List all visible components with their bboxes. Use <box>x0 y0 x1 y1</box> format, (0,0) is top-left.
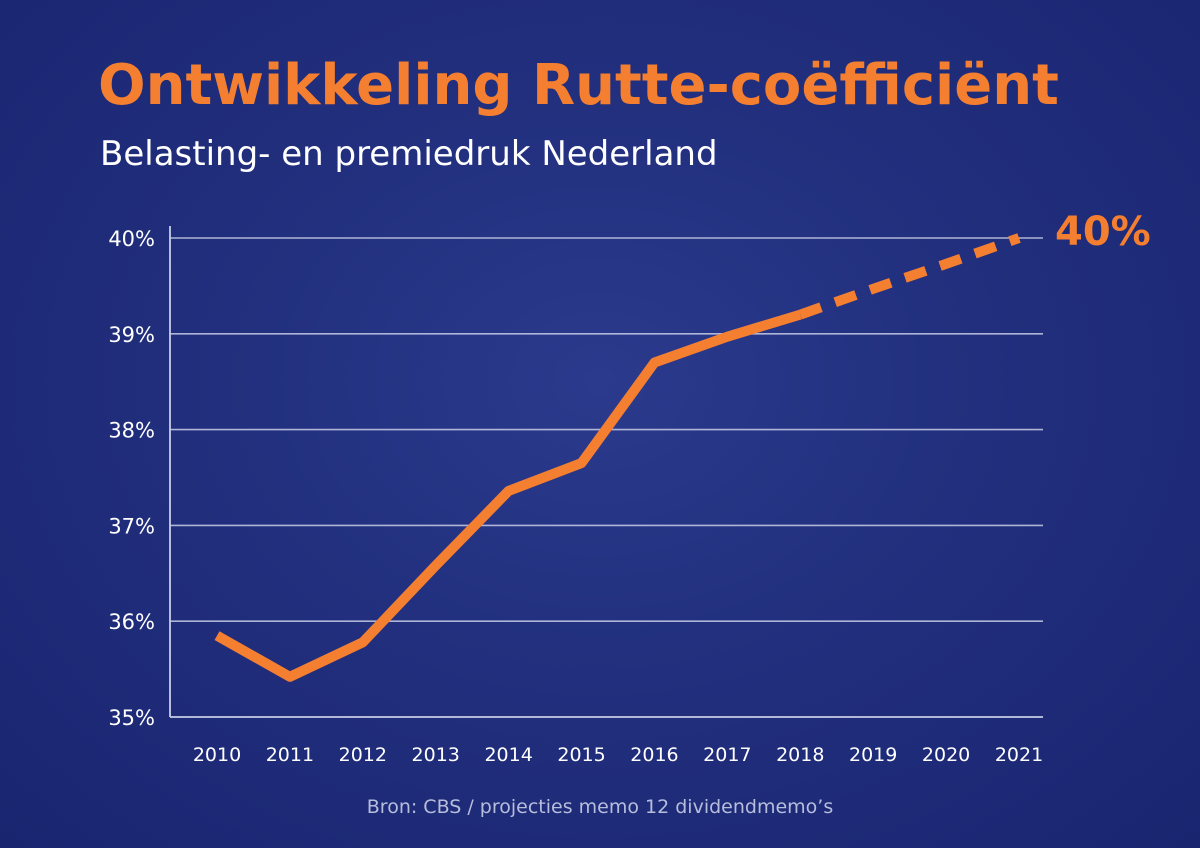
actual-line <box>214 309 802 682</box>
x-tick-label: 2010 <box>193 744 241 766</box>
chart-subtitle: Belasting- en premiedruk Nederland <box>100 134 718 174</box>
y-tick-label: 35% <box>108 706 155 730</box>
x-tick-label: 2014 <box>484 744 532 766</box>
y-axis-ticks: 35% 36% 37% 38% 39% 40% <box>108 227 155 730</box>
x-tick-label: 2020 <box>922 744 970 766</box>
x-tick-label: 2011 <box>266 744 314 766</box>
source-note: Bron: CBS / projecties memo 12 dividendm… <box>366 796 834 818</box>
y-tick-label: 36% <box>108 610 155 634</box>
x-tick-label: 2012 <box>339 744 387 766</box>
x-tick-label: 2016 <box>630 744 678 766</box>
x-axis-ticks: 2010 2011 2012 2013 2014 2015 2016 2017 2018 2019… <box>193 744 1043 766</box>
projection-line <box>798 233 1021 320</box>
x-tick-label: 2019 <box>849 744 897 766</box>
end-value-label: 40% <box>1055 209 1151 255</box>
series-lines <box>214 233 1021 682</box>
y-tick-label: 37% <box>108 514 155 538</box>
x-tick-label: 2013 <box>412 744 460 766</box>
y-tick-label: 38% <box>108 419 155 443</box>
chart-title: Ontwikkeling Rutte-coëfficiënt <box>98 53 1059 118</box>
axes <box>169 226 1043 718</box>
x-tick-label: 2015 <box>557 744 605 766</box>
y-tick-label: 39% <box>108 323 155 347</box>
x-tick-label: 2017 <box>703 744 751 766</box>
x-tick-label: 2018 <box>776 744 824 766</box>
y-tick-label: 40% <box>108 227 155 251</box>
x-tick-label: 2021 <box>995 744 1043 766</box>
